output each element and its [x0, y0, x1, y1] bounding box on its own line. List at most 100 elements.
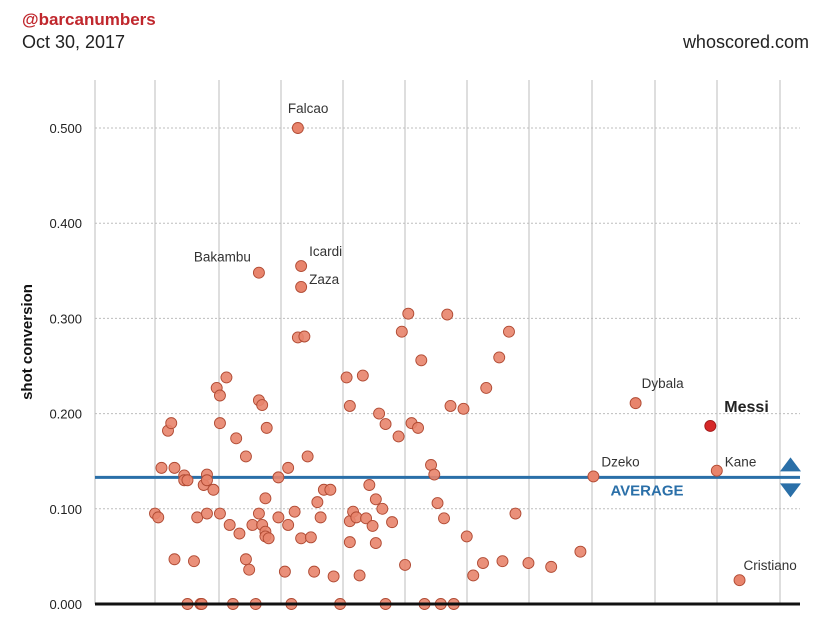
- data-point: [369, 493, 382, 506]
- grid-lines: [94, 80, 800, 604]
- data-point: [509, 507, 522, 520]
- data-point: [324, 483, 337, 496]
- data-point: [327, 570, 340, 583]
- data-point: [366, 519, 379, 532]
- point-label-dybala: Dybala: [642, 376, 685, 391]
- data-point: [239, 553, 252, 566]
- data-point: [428, 468, 441, 481]
- data-point: [493, 351, 506, 364]
- data-points: [149, 307, 587, 610]
- data-point: [243, 563, 256, 576]
- data-point: [233, 527, 246, 540]
- data-point: [376, 502, 389, 515]
- data-point: [259, 492, 272, 505]
- data-point: [301, 450, 314, 463]
- data-point: [311, 496, 324, 509]
- y-tick-label: 0.200: [49, 407, 82, 422]
- data-point-dybala: [629, 397, 642, 410]
- data-point: [308, 565, 321, 578]
- data-point: [165, 417, 178, 430]
- data-point: [168, 461, 181, 474]
- data-point: [262, 532, 275, 545]
- point-label-zaza: Zaza: [309, 272, 340, 287]
- data-point: [460, 530, 473, 543]
- data-point: [373, 407, 386, 420]
- y-axis-label: shot conversion: [19, 284, 36, 400]
- data-point: [350, 511, 363, 524]
- data-point-cristiano: [733, 574, 746, 587]
- data-point-icardi: [295, 260, 308, 272]
- data-point-zaza: [295, 281, 308, 293]
- data-point-dzeko: [587, 470, 600, 483]
- data-point: [457, 402, 470, 415]
- data-point: [152, 511, 165, 524]
- data-point: [340, 371, 353, 384]
- data-point: [256, 399, 269, 411]
- data-point-bakambu: [252, 266, 265, 279]
- data-point: [282, 461, 295, 474]
- data-point: [467, 569, 480, 582]
- data-point: [360, 512, 373, 525]
- data-point: [155, 461, 168, 474]
- point-label-dzeko: Dzeko: [601, 454, 639, 469]
- data-point: [438, 512, 450, 525]
- data-point: [545, 560, 558, 573]
- point-label-bakambu: Bakambu: [194, 250, 251, 265]
- data-point: [282, 519, 295, 531]
- data-point: [415, 354, 428, 367]
- data-point: [392, 430, 405, 443]
- arrow-up-icon: [780, 457, 801, 472]
- data-point: [181, 474, 194, 487]
- y-tick-labels: 0.000 0.100 0.200 0.300 0.400 0.500: [49, 121, 82, 612]
- data-point: [412, 421, 424, 434]
- top-cropped-text: ‾ ‾ ‾ ‾ ‾ ‾ ‾ ‾ ‾ ‾ ‾ ‾ ‾ ‾: [0, 0, 829, 2]
- average-arrows-icon: [780, 457, 801, 498]
- data-point: [201, 507, 213, 520]
- data-point-messi: [704, 420, 717, 432]
- data-point: [369, 537, 382, 550]
- average-label: AVERAGE: [610, 482, 683, 499]
- data-point: [395, 325, 408, 338]
- data-point: [363, 479, 376, 491]
- point-label-kane: Kane: [725, 455, 757, 470]
- data-point: [213, 389, 226, 402]
- data-point: [353, 569, 366, 582]
- data-point: [480, 381, 493, 394]
- data-point: [223, 519, 236, 531]
- data-point: [503, 325, 515, 338]
- data-point: [304, 531, 317, 544]
- data-point: [168, 553, 181, 566]
- data-point: [343, 536, 356, 549]
- date-label: Oct 30, 2017: [22, 32, 126, 52]
- point-label-icardi: Icardi: [309, 244, 342, 259]
- y-tick-label: 0.500: [49, 121, 82, 136]
- data-point: [522, 557, 535, 570]
- data-point-falcao: [291, 122, 304, 134]
- data-point: [213, 417, 226, 430]
- labeled-points: Falcao Bakambu Icardi Zaza Dybala Messi Dzeko K…: [194, 101, 797, 587]
- y-tick-label: 0.300: [49, 311, 82, 326]
- source-label: whoscored.com: [682, 32, 809, 52]
- author-handle: @barcanumbers: [22, 10, 156, 29]
- data-point: [477, 557, 489, 570]
- y-tick-label: 0.100: [49, 502, 82, 517]
- data-point: [272, 511, 285, 524]
- data-point: [213, 507, 226, 520]
- data-point: [252, 507, 265, 520]
- data-point: [188, 555, 200, 568]
- data-point: [298, 330, 311, 343]
- data-point: [343, 400, 356, 412]
- data-point-kane: [710, 464, 723, 477]
- point-label-messi: Messi: [724, 399, 768, 416]
- point-label-cristiano: Cristiano: [744, 558, 797, 573]
- data-point: [272, 471, 285, 484]
- data-point: [402, 307, 415, 320]
- arrow-down-icon: [780, 483, 801, 498]
- data-point: [220, 371, 233, 384]
- data-point: [379, 418, 392, 431]
- data-point: [399, 559, 412, 571]
- y-tick-label: 0.000: [49, 597, 82, 612]
- data-point: [386, 516, 399, 529]
- data-point: [201, 474, 213, 487]
